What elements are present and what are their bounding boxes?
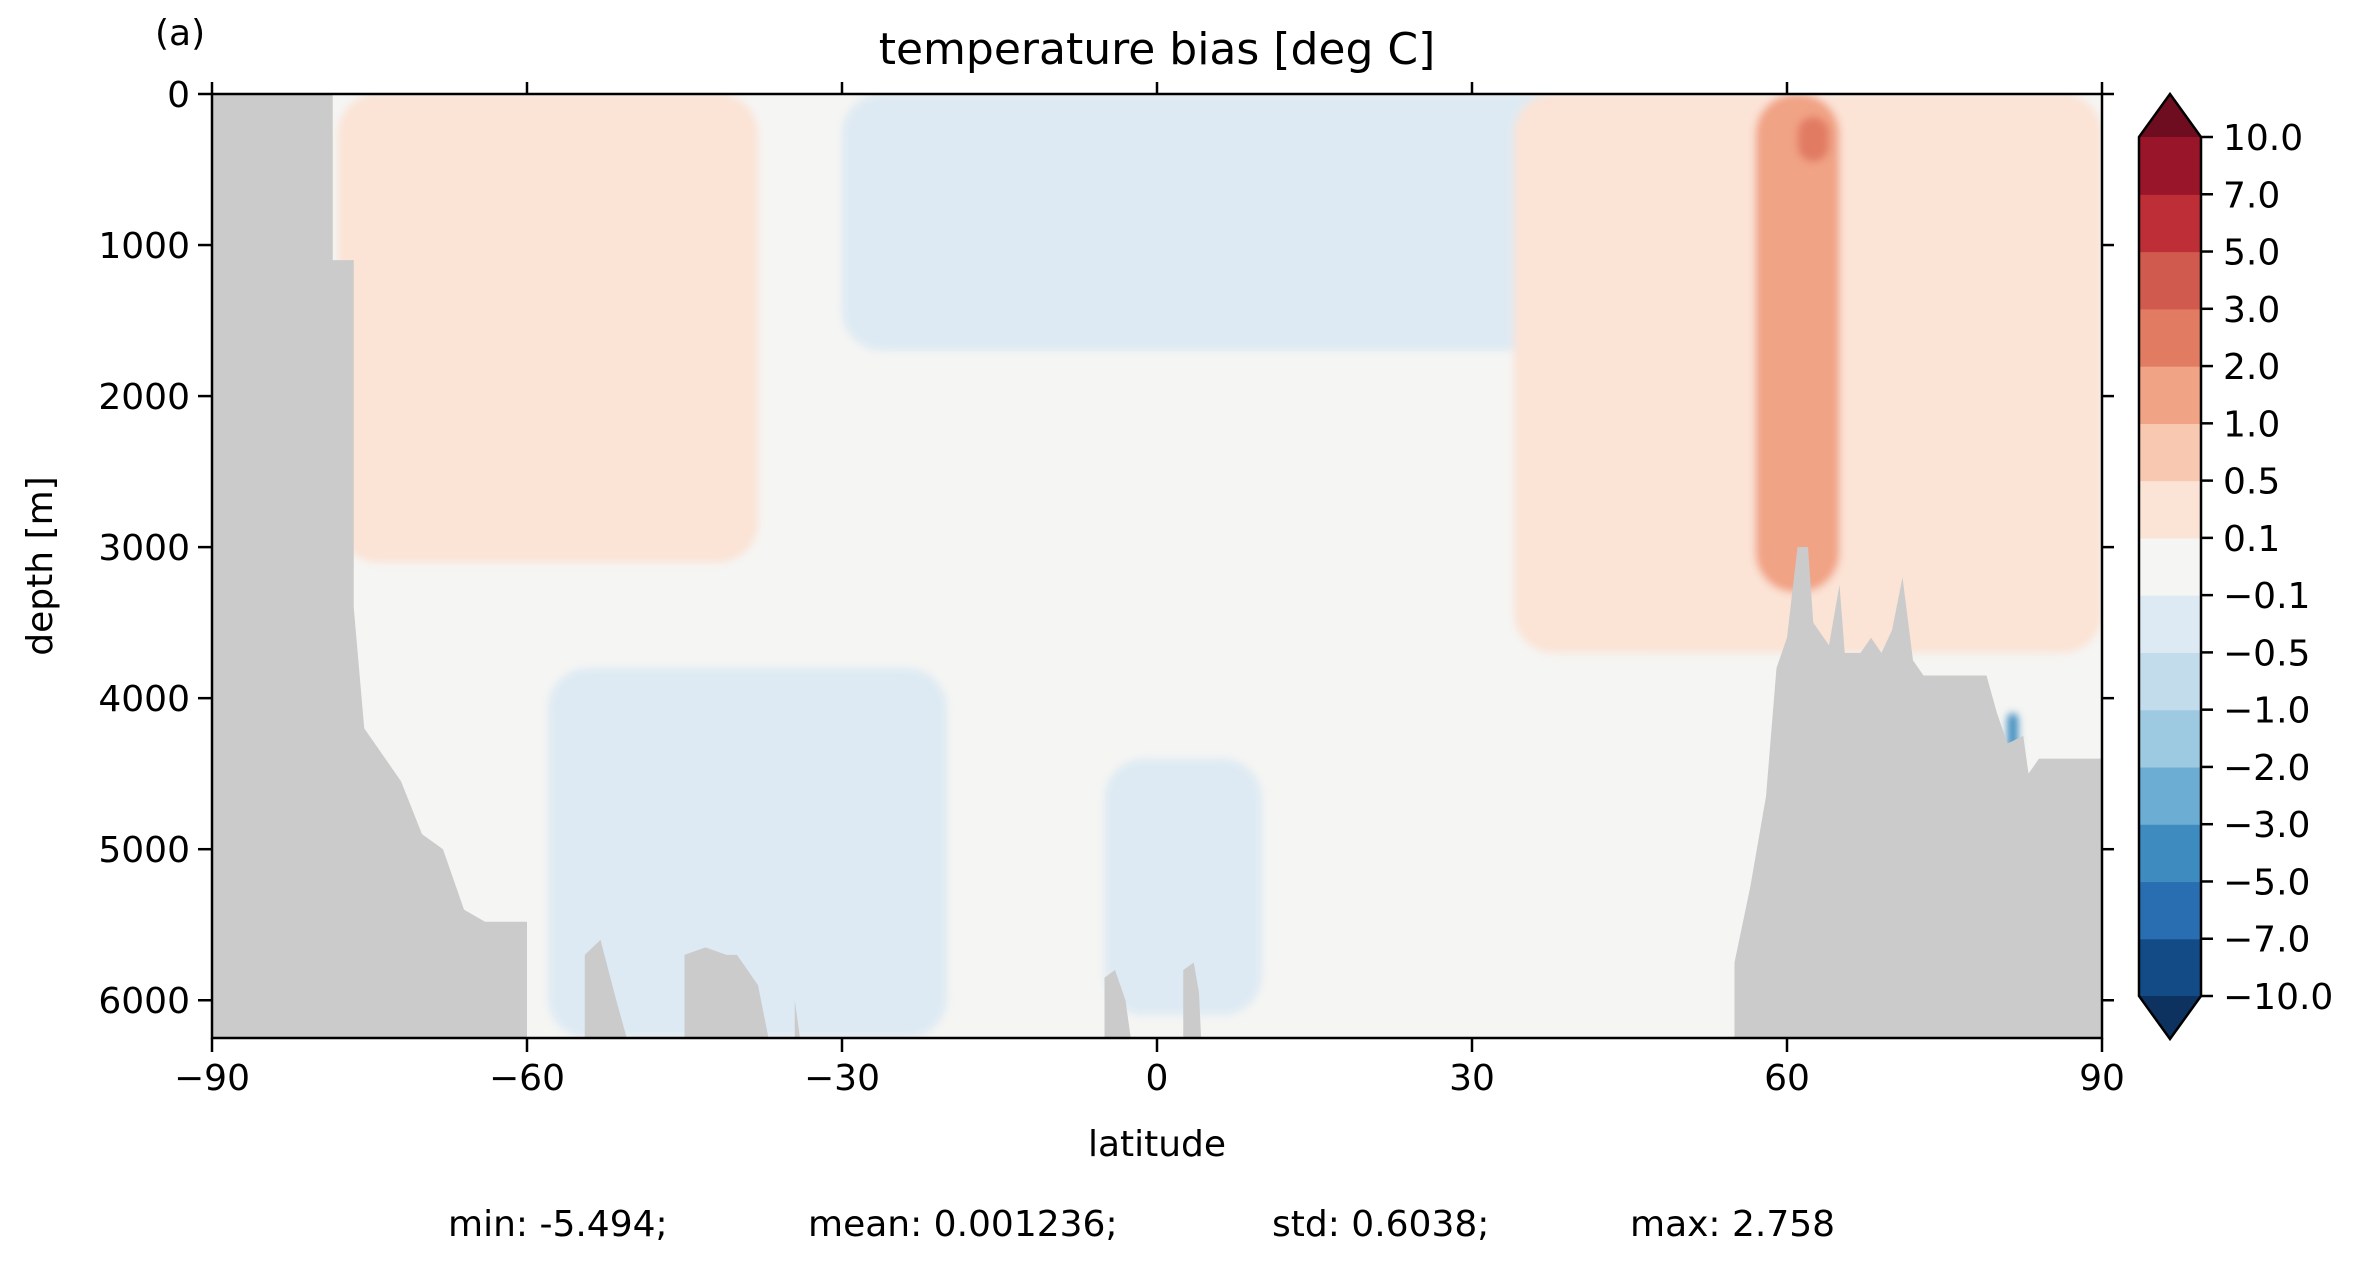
x-axis: −90 −60 −30 0 30 60 90 <box>174 82 2125 1099</box>
region-warm-northern-high-latitude-column <box>1755 94 1840 593</box>
colorbar-segment <box>2139 366 2201 424</box>
bias-field-regions <box>338 94 2102 1038</box>
colorbar-segment <box>2139 881 2201 940</box>
plot-area <box>212 94 2102 1038</box>
colorbar-extend-under <box>2139 996 2201 1039</box>
x-tick-label: 60 <box>1764 1058 1810 1099</box>
land-mask <box>212 94 2102 1038</box>
colorbar-tick-label: 0.5 <box>2223 462 2280 503</box>
x-tick-label: 0 <box>1146 1058 1169 1099</box>
x-tick-label: −30 <box>804 1058 880 1099</box>
colorbar-tick-label: 7.0 <box>2223 175 2280 216</box>
colorbar-segment <box>2139 251 2201 310</box>
colorbar-tick-label: −2.0 <box>2223 748 2310 789</box>
colorbar-segment <box>2139 709 2201 768</box>
colorbar-tick-label: 5.0 <box>2223 233 2280 274</box>
colorbar-segment <box>2139 824 2201 883</box>
x-tick-label: −90 <box>174 1058 250 1099</box>
region-cool-equatorial-abyss <box>1104 758 1262 1016</box>
colorbar-segment <box>2139 308 2201 367</box>
northern-land <box>1734 547 2102 1038</box>
stat-min: min: -5.494; <box>448 1204 668 1245</box>
x-tick-label: 90 <box>2079 1058 2125 1099</box>
colorbar-tick-label: −5.0 <box>2223 862 2310 903</box>
stat-std: std: 0.6038; <box>1272 1204 1489 1245</box>
region-warm-intermediate-southern-band <box>338 94 758 563</box>
region-warm-upper-northern-core <box>1797 116 1829 162</box>
seafloor-ridge-5 <box>1183 962 1202 1038</box>
colorbar-tick-label: 2.0 <box>2223 347 2280 388</box>
y-tick-label: 6000 <box>98 981 190 1022</box>
colorbar-segment <box>2139 194 2201 253</box>
y-tick-label: 5000 <box>98 830 190 871</box>
region-cool-southern-abyss <box>548 667 947 1038</box>
colorbar-tick-label: −10.0 <box>2223 977 2333 1018</box>
colorbar-segment <box>2139 938 2201 997</box>
antarctic-shelf-land <box>212 94 527 1038</box>
colorbar-segment <box>2139 652 2201 711</box>
colorbar-tick-label: 0.1 <box>2223 519 2280 560</box>
y-axis-label: depth [m] <box>20 476 61 655</box>
y-axis: 0 1000 2000 3000 4000 5000 6000 <box>98 75 2114 1022</box>
x-tick-label: −60 <box>489 1058 565 1099</box>
colorbar-segment <box>2139 766 2201 825</box>
region-cool-upper-tropics <box>842 94 1682 351</box>
seafloor-ridge-2 <box>684 947 769 1038</box>
colorbar-tick-label: −3.0 <box>2223 805 2310 846</box>
colorbar-tick-label: −0.1 <box>2223 576 2310 617</box>
stat-mean: mean: 0.001236; <box>808 1204 1118 1245</box>
colorbar-tick-label: −0.5 <box>2223 633 2310 674</box>
stat-max: max: 2.758 <box>1630 1204 1835 1245</box>
panel-label: (a) <box>155 13 205 54</box>
colorbar-tick-label: 3.0 <box>2223 290 2280 331</box>
seafloor-ridge-1 <box>584 939 627 1038</box>
colorbar-segment <box>2139 137 2201 195</box>
colorbar-segment <box>2139 423 2201 482</box>
colorbar-extend-over <box>2139 94 2201 137</box>
seafloor-ridge-3 <box>794 1000 800 1038</box>
colorbar-tick-label: 1.0 <box>2223 404 2280 445</box>
colorbar-segment <box>2139 595 2201 653</box>
colorbar-segment <box>2139 537 2201 596</box>
colorbar-tick-label: −1.0 <box>2223 691 2310 732</box>
colorbar-tick-label: −7.0 <box>2223 920 2310 961</box>
colorbar-tick-label: 10.0 <box>2223 118 2303 159</box>
y-tick-label: 2000 <box>98 377 190 418</box>
x-tick-label: 30 <box>1449 1058 1495 1099</box>
colorbar: −10.0 −7.0 −5.0 −3.0 −2.0 −1.0 −0.5 −0.1 0.1 0.5 1… <box>2137 91 2333 1042</box>
y-tick-label: 0 <box>167 75 190 116</box>
chart-title: temperature bias [deg C] <box>879 24 1436 75</box>
y-tick-label: 4000 <box>98 679 190 720</box>
y-tick-label: 3000 <box>98 528 190 569</box>
x-axis-label: latitude <box>1088 1124 1226 1165</box>
y-tick-label: 1000 <box>98 226 190 267</box>
colorbar-segment <box>2139 480 2201 539</box>
seafloor-ridge-4 <box>1104 970 1131 1038</box>
